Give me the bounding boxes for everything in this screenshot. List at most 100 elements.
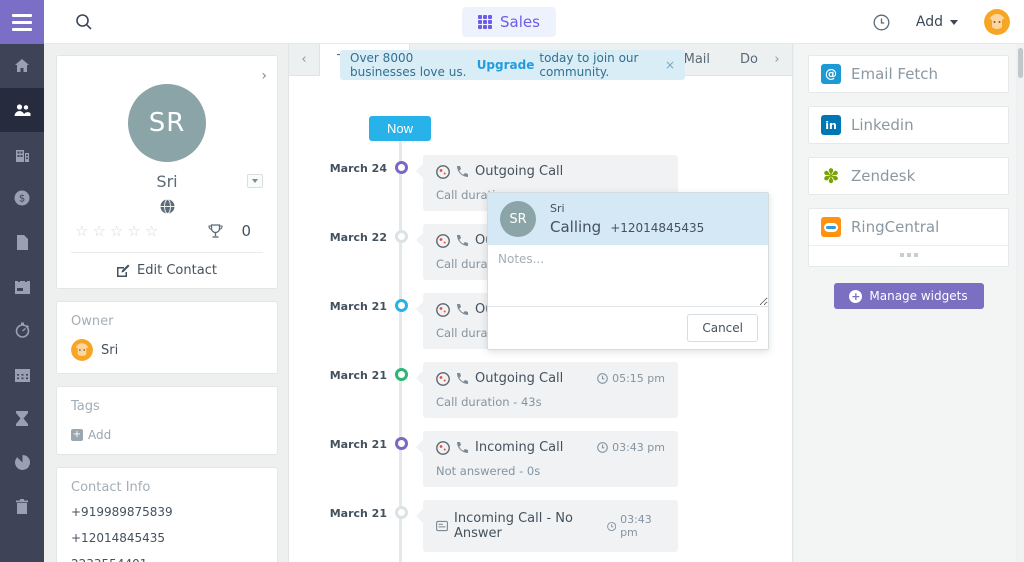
user-avatar[interactable]	[984, 9, 1010, 35]
calling-popup: SR Sri Calling +12014845435 Cancel	[487, 192, 769, 350]
call-number: +12014845435	[610, 221, 705, 235]
phone-icon	[457, 373, 468, 384]
timeline-dot	[395, 506, 408, 519]
tags-card: Tags + Add	[56, 386, 278, 455]
phone-icon	[457, 304, 468, 315]
chevron-down-icon	[950, 19, 958, 25]
call-notes-input[interactable]	[488, 245, 768, 307]
contacts-icon	[14, 104, 30, 116]
contact-phone[interactable]: +919989875839	[71, 505, 173, 519]
call-log-icon	[436, 520, 448, 532]
callee-avatar: SR	[500, 201, 536, 237]
nav-trash[interactable]	[0, 484, 44, 528]
page-scrollbar	[1017, 44, 1024, 562]
social-globe-button[interactable]	[71, 199, 263, 214]
phone-icon	[457, 235, 468, 246]
call-recorder-icon	[436, 440, 450, 455]
phone-icon	[457, 442, 468, 453]
ringcentral-icon	[821, 217, 841, 237]
star-icon[interactable]: ☆	[144, 222, 159, 240]
contact-avatar: SR	[128, 84, 206, 162]
banner-close-icon[interactable]: ×	[664, 58, 675, 72]
left-nav: $	[0, 44, 44, 562]
now-button[interactable]: Now	[369, 116, 431, 141]
time-clock-icon	[606, 521, 616, 531]
cancel-call-button[interactable]: Cancel	[687, 314, 758, 342]
nav-contacts[interactable]	[0, 88, 44, 132]
widget-email-fetch-header[interactable]: @ Email Fetch	[809, 56, 1008, 92]
recent-activity-button[interactable]	[873, 14, 890, 31]
nav-reports[interactable]	[0, 440, 44, 484]
nav-documents[interactable]	[0, 220, 44, 264]
contact-phone[interactable]: 2233554401	[71, 551, 263, 562]
nav-appointments[interactable]	[0, 264, 44, 308]
timeline-dot	[395, 230, 408, 243]
calendar-icon	[14, 368, 30, 382]
contact-sidebar: › SR Sri ☆ ☆ ☆ ☆ ☆ 0	[44, 44, 288, 562]
tabs-scroll-left[interactable]: ‹	[301, 52, 307, 67]
widget-ringcentral: RingCentral	[808, 208, 1009, 267]
timeline-dot	[395, 161, 408, 174]
call-time: 03:43 pm	[612, 441, 665, 454]
top-bar: Sales Add	[0, 0, 1024, 44]
entry-date: March 24	[329, 162, 387, 175]
nav-sales-activities[interactable]	[0, 396, 44, 440]
scrollbar-thumb[interactable]	[1018, 48, 1023, 78]
hamburger-menu-button[interactable]	[0, 0, 44, 44]
widget-linkedin-header[interactable]: in Linkedin	[809, 107, 1008, 143]
edit-contact-button[interactable]: Edit Contact	[71, 252, 263, 288]
lead-rating-stars[interactable]: ☆ ☆ ☆ ☆ ☆	[75, 222, 158, 240]
add-dropdown-button[interactable]: Add	[916, 14, 958, 30]
nav-companies[interactable]	[0, 132, 44, 176]
timeline-entry: March 21 Outgoing Call 05:15 pm C	[289, 362, 792, 418]
pie-chart-icon	[14, 454, 30, 470]
widget-more-button[interactable]	[809, 245, 1008, 266]
widget-ringcentral-header[interactable]: RingCentral	[809, 209, 1008, 245]
tab-documents[interactable]: Do	[740, 52, 758, 67]
call-recorder-icon	[436, 371, 450, 386]
app-switcher-sales[interactable]: Sales	[462, 7, 556, 37]
star-icon[interactable]: ☆	[92, 222, 106, 240]
nav-calendar[interactable]	[0, 352, 44, 396]
expand-profile-chevron[interactable]: ›	[261, 68, 267, 84]
manage-widgets-label: Manage widgets	[869, 289, 968, 303]
owner-name: Sri	[101, 342, 119, 358]
nav-deals[interactable]: $	[0, 176, 44, 220]
star-icon[interactable]: ☆	[127, 222, 141, 240]
manage-widgets-button[interactable]: + Manage widgets	[833, 283, 984, 309]
tabs-scroll-right[interactable]: ›	[774, 52, 780, 67]
timeline-content: Now March 24 Outgoing Call Call duration…	[289, 76, 792, 562]
nav-timer[interactable]	[0, 308, 44, 352]
globe-icon	[160, 199, 174, 214]
call-card[interactable]: Incoming Call - No Answer 03:43 pm	[416, 500, 678, 552]
entry-date: March 21	[329, 438, 387, 451]
tags-label: Tags	[71, 399, 100, 414]
calling-popup-header: SR Sri Calling +12014845435	[488, 193, 768, 245]
trash-icon	[16, 498, 28, 514]
search-button[interactable]	[72, 10, 96, 34]
contact-phone[interactable]: +12014845435	[71, 531, 166, 545]
email-fetch-icon: @	[821, 64, 841, 84]
timeline-entry: March 21 Incoming Call - No Answer 03:43…	[289, 500, 792, 552]
contact-actions-dropdown[interactable]	[247, 174, 263, 188]
call-recorder-icon	[436, 233, 450, 248]
apps-grid-icon	[478, 15, 492, 29]
search-icon	[76, 14, 92, 30]
widget-title: Zendesk	[851, 167, 916, 185]
zendesk-icon: ✽	[822, 164, 840, 188]
plus-icon: +	[849, 289, 863, 303]
call-card[interactable]: Outgoing Call 05:15 pm Call duration - 4…	[416, 362, 678, 418]
nav-home[interactable]	[0, 44, 44, 88]
widget-zendesk-header[interactable]: ✽ Zendesk	[809, 158, 1008, 194]
add-tag-button[interactable]: + Add	[71, 428, 263, 442]
star-icon[interactable]: ☆	[109, 222, 124, 240]
banner-text-before: Over 8000 businesses love us.	[350, 51, 467, 79]
tab-mail[interactable]: Mail	[683, 52, 711, 67]
upgrade-link[interactable]: Upgrade	[476, 58, 535, 72]
call-time: 03:43 pm	[620, 513, 652, 539]
owner-label: Owner	[71, 314, 114, 329]
entry-date: March 21	[329, 300, 387, 313]
call-time: 05:15 pm	[612, 372, 665, 385]
call-card[interactable]: Incoming Call 03:43 pm Not answered - 0s	[416, 431, 678, 487]
star-icon[interactable]: ☆	[75, 222, 89, 240]
